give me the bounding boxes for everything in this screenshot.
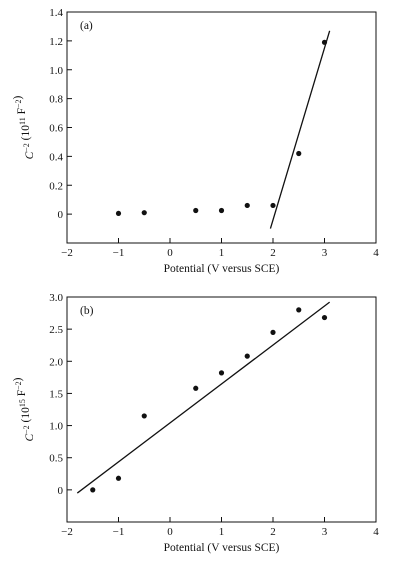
y-axis-label-part: −2 bbox=[22, 143, 31, 152]
data-point bbox=[270, 329, 276, 335]
x-tick-label: 0 bbox=[167, 247, 173, 259]
data-point bbox=[115, 210, 122, 217]
y-axis-label-part: F bbox=[16, 390, 28, 399]
data-point bbox=[296, 307, 302, 313]
y-tick-label: 0 bbox=[58, 209, 64, 221]
y-axis-label-part: (10 bbox=[20, 125, 32, 143]
y-tick-label: 0.2 bbox=[49, 180, 63, 192]
y-tick-label: 0.6 bbox=[49, 123, 63, 135]
data-point bbox=[270, 202, 276, 209]
data-point bbox=[296, 150, 302, 157]
panel-a: −2 −1 0 1 2 3 4 0 0.2 0.4 0.6 0.8 1.0 1.2 1.4 (a) Potent… bbox=[12, 7, 379, 275]
y-axis-label: C−2 (1015 F−2) bbox=[12, 377, 36, 441]
y-axis-label-part: C bbox=[24, 434, 36, 442]
data-point bbox=[141, 413, 147, 419]
x-axis-label: Potential (V versus SCE) bbox=[164, 263, 280, 275]
y-tick-label: 1.0 bbox=[49, 65, 63, 77]
x-tick-label: 1 bbox=[219, 526, 225, 538]
panel-b: −2 −1 0 1 2 3 4 0 0.5 1.0 1.5 2.0 2.5 3.0 (b) Potential… bbox=[12, 292, 379, 554]
data-point bbox=[90, 487, 96, 493]
fit-line bbox=[76, 301, 331, 494]
y-axis-label-part: 11 bbox=[18, 117, 27, 125]
y-axis-label-part: ) bbox=[12, 95, 24, 99]
data-point bbox=[321, 314, 328, 321]
y-axis-label-part: C bbox=[24, 151, 36, 159]
y-axis-label-part: −2 bbox=[22, 425, 31, 434]
y-tick-label: 1.4 bbox=[49, 7, 63, 19]
data-point bbox=[218, 207, 225, 214]
x-tick-label: 2 bbox=[270, 247, 276, 259]
x-tick-label: 2 bbox=[270, 526, 276, 538]
x-tick-label: −1 bbox=[113, 247, 125, 259]
y-tick-label: 0 bbox=[58, 485, 64, 497]
panel-label: (b) bbox=[80, 305, 94, 317]
y-tick-label: 3.0 bbox=[49, 292, 63, 304]
x-tick-label: 3 bbox=[322, 247, 328, 259]
plot-frame bbox=[66, 296, 377, 523]
x-tick-label: −2 bbox=[61, 247, 73, 259]
panel-label: (a) bbox=[80, 20, 93, 32]
data-point bbox=[193, 207, 199, 214]
y-axis-label-part: F bbox=[16, 108, 28, 117]
y-tick-label: 0.5 bbox=[49, 453, 63, 465]
y-axis-label-part: (10 bbox=[20, 407, 32, 425]
y-tick-label: 1.0 bbox=[49, 421, 63, 433]
y-tick-label: 2.5 bbox=[49, 324, 63, 336]
y-tick-label: 1.2 bbox=[49, 36, 63, 48]
y-axis-label-part: 15 bbox=[18, 399, 27, 407]
x-tick-label: −2 bbox=[61, 526, 73, 538]
x-tick-label: 1 bbox=[219, 247, 225, 259]
x-tick-label: 4 bbox=[373, 526, 379, 538]
y-axis-label-part: −2 bbox=[14, 99, 23, 108]
data-point bbox=[193, 385, 199, 391]
x-tick-label: 3 bbox=[322, 526, 328, 538]
y-tick-label: 0.4 bbox=[49, 151, 63, 163]
data-point bbox=[321, 39, 328, 45]
data-point bbox=[244, 353, 250, 359]
y-tick-label: 0.8 bbox=[49, 94, 63, 106]
y-axis-label-part: −2 bbox=[14, 381, 23, 390]
data-point bbox=[141, 210, 147, 216]
y-tick-label: 1.5 bbox=[49, 388, 63, 400]
data-point bbox=[115, 475, 122, 481]
y-tick-label: 2.0 bbox=[49, 356, 63, 368]
x-axis-label: Potential (V versus SCE) bbox=[164, 542, 280, 554]
x-tick-label: 4 bbox=[373, 247, 379, 259]
data-point bbox=[218, 370, 225, 376]
y-axis-label: C−2 (1011 F−2) bbox=[12, 95, 36, 159]
fit-line bbox=[269, 30, 331, 229]
y-axis-label-part: ) bbox=[12, 377, 24, 381]
data-point bbox=[244, 202, 250, 209]
x-tick-label: 0 bbox=[167, 526, 173, 538]
x-tick-label: −1 bbox=[113, 526, 125, 538]
